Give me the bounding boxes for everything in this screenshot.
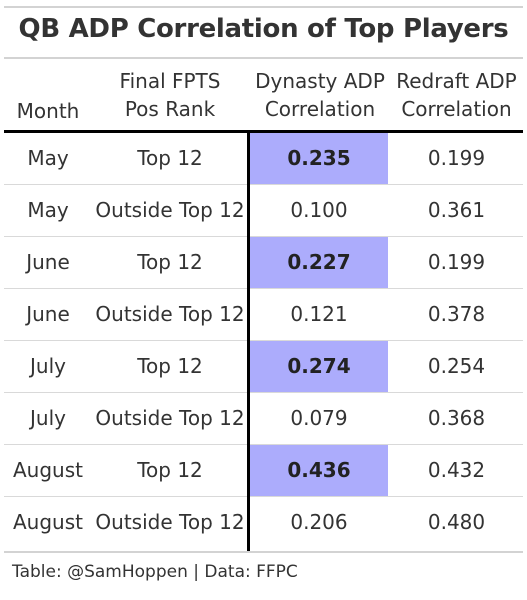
cell-redraft-correlation: 0.480: [427, 510, 486, 534]
cell-dynasty-correlation: 0.121: [290, 302, 348, 326]
cell-dynasty-correlation: 0.206: [290, 510, 348, 534]
table-row: May Top 12 0.235 0.199: [4, 133, 523, 185]
cell-dynasty-correlation: 0.079: [290, 406, 348, 430]
cell-month: May: [27, 146, 69, 170]
header-rule: [4, 130, 523, 133]
header-month-line-1: Month: [16, 99, 80, 123]
cell-dynasty-correlation: 0.235: [250, 133, 388, 184]
cell-redraft-correlation: 0.199: [427, 250, 486, 274]
cell-rank: Top 12: [137, 354, 203, 378]
cell-redraft-correlation: 0.254: [427, 354, 486, 378]
cell-rank: Outside Top 12: [95, 406, 245, 430]
cell-rank: Outside Top 12: [95, 302, 245, 326]
header-dynasty-line-1: Dynasty ADP: [255, 69, 385, 93]
cell-dynasty-correlation: 0.100: [290, 198, 348, 222]
header-dynasty: Dynasty ADP Correlation: [250, 67, 390, 123]
header-redraft-line-2: Correlation: [401, 97, 512, 121]
table-row: June Outside Top 12 0.121 0.378: [4, 289, 523, 341]
top-rule: [4, 6, 523, 8]
cell-rank: Top 12: [137, 458, 203, 482]
header-month: Month: [6, 97, 90, 125]
table-row: July Outside Top 12 0.079 0.368: [4, 393, 523, 445]
cell-redraft-correlation: 0.199: [427, 146, 486, 170]
cell-month: June: [26, 250, 70, 274]
table-row: May Outside Top 12 0.100 0.361: [4, 185, 523, 237]
cell-redraft-correlation: 0.361: [427, 198, 486, 222]
table-title: QB ADP Correlation of Top Players: [18, 14, 509, 44]
cell-month: May: [27, 198, 69, 222]
title-divider: [4, 57, 523, 59]
header-final-fpts: Final FPTS Pos Rank: [92, 67, 248, 123]
cell-month: July: [30, 406, 66, 430]
header-redraft: Redraft ADP Correlation: [390, 67, 523, 123]
cell-redraft-correlation: 0.432: [427, 458, 486, 482]
cell-dynasty-correlation: 0.274: [250, 341, 388, 392]
table-body: May Top 12 0.235 0.199 May Outside Top 12 0.10…: [4, 133, 523, 549]
table-row: June Top 12 0.227 0.199: [4, 237, 523, 289]
bottom-rule: [4, 551, 523, 553]
cell-dynasty-correlation: 0.227: [250, 237, 388, 288]
header-redraft-line-1: Redraft ADP: [396, 69, 517, 93]
header-final-fpts-line-2: Pos Rank: [124, 97, 216, 121]
cell-redraft-correlation: 0.378: [427, 302, 486, 326]
cell-month: August: [13, 458, 83, 482]
table-row: July Top 12 0.274 0.254: [4, 341, 523, 393]
cell-dynasty-correlation: 0.436: [250, 445, 388, 496]
cell-redraft-correlation: 0.368: [427, 406, 486, 430]
cell-rank: Outside Top 12: [95, 510, 245, 534]
header-dynasty-line-2: Correlation: [264, 97, 376, 121]
cell-rank: Top 12: [137, 146, 203, 170]
cell-month: August: [13, 510, 83, 534]
table-row: August Outside Top 12 0.206 0.480: [4, 497, 523, 549]
cell-rank: Outside Top 12: [95, 198, 245, 222]
header-final-fpts-line-1: Final FPTS: [119, 69, 221, 93]
cell-rank: Top 12: [137, 250, 203, 274]
source-note: Table: @SamHoppen | Data: FFPC: [12, 562, 298, 582]
table-row: August Top 12 0.436 0.432: [4, 445, 523, 497]
cell-month: July: [30, 354, 66, 378]
column-divider: [247, 133, 250, 551]
cell-month: June: [26, 302, 70, 326]
